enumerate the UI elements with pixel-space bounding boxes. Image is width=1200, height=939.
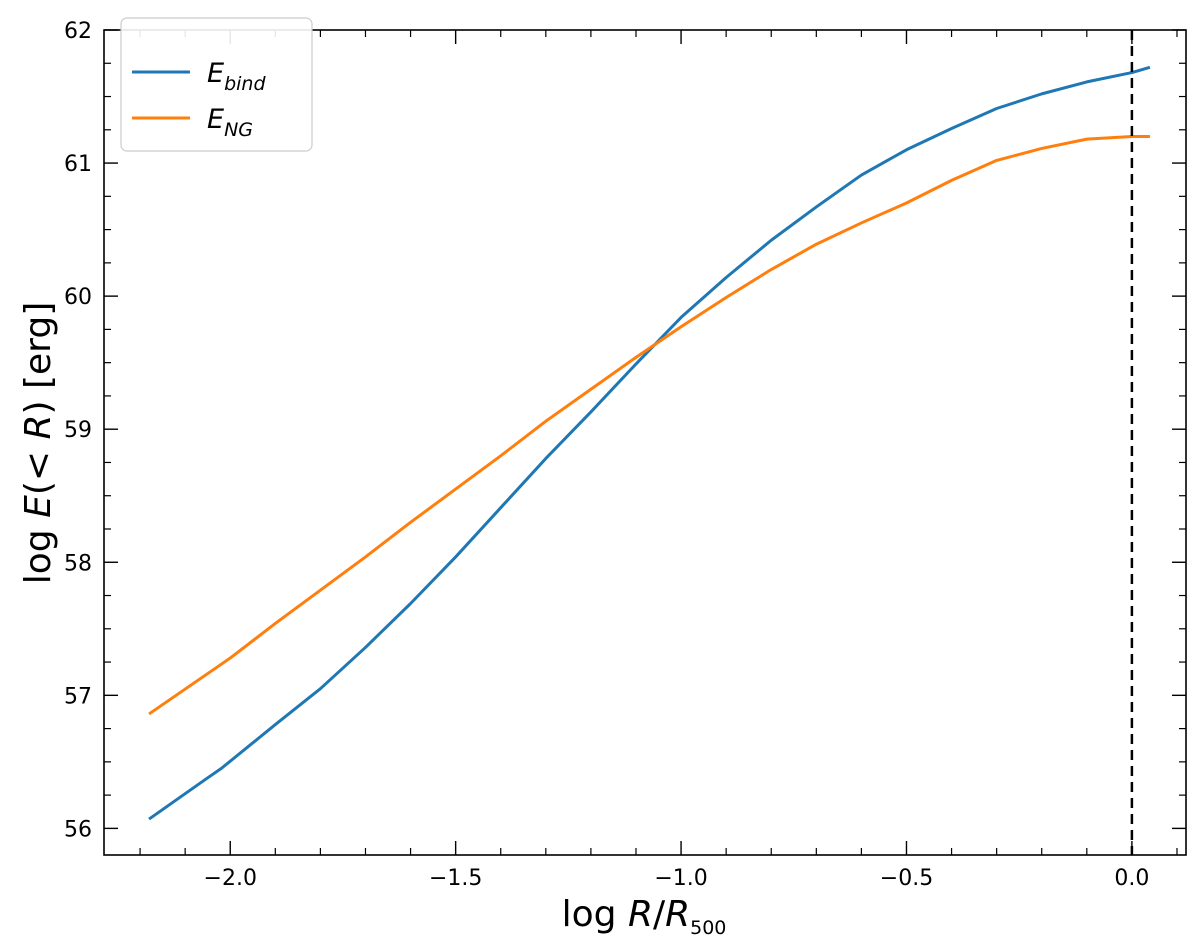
tick-labels: −2.0 −1.5 −1.0 −0.5 0.0 56 57 58 59 60 61 62 (64, 19, 1149, 891)
y-tick-label: 56 (64, 817, 92, 842)
y-tick-label: 57 (64, 684, 92, 709)
y-axis-label: log E(< R) [erg] (18, 302, 59, 585)
x-axis-label: log R/R500 (562, 894, 727, 939)
x-tick-label: −1.5 (429, 866, 482, 891)
y-tick-label: 60 (64, 285, 92, 310)
plot-frame (103, 29, 1187, 856)
y-tick-label: 58 (64, 551, 92, 576)
y-tick-label: 61 (64, 152, 92, 177)
y-tick-label: 59 (64, 418, 92, 443)
x-tick-label: 0.0 (1114, 866, 1149, 891)
legend: Ebind ENG (120, 17, 313, 152)
x-tick-label: −2.0 (204, 866, 257, 891)
series-line-ng (148, 134, 1150, 716)
legend-label-ng: ENG (207, 104, 253, 141)
x-tick-label: −0.5 (880, 866, 933, 891)
legend-label-bind: Ebind (207, 58, 266, 95)
series-layer (148, 65, 1151, 821)
y-tick-label: 62 (64, 19, 92, 44)
x-tick-label: −1.0 (654, 866, 707, 891)
series-line-bind (148, 65, 1151, 821)
